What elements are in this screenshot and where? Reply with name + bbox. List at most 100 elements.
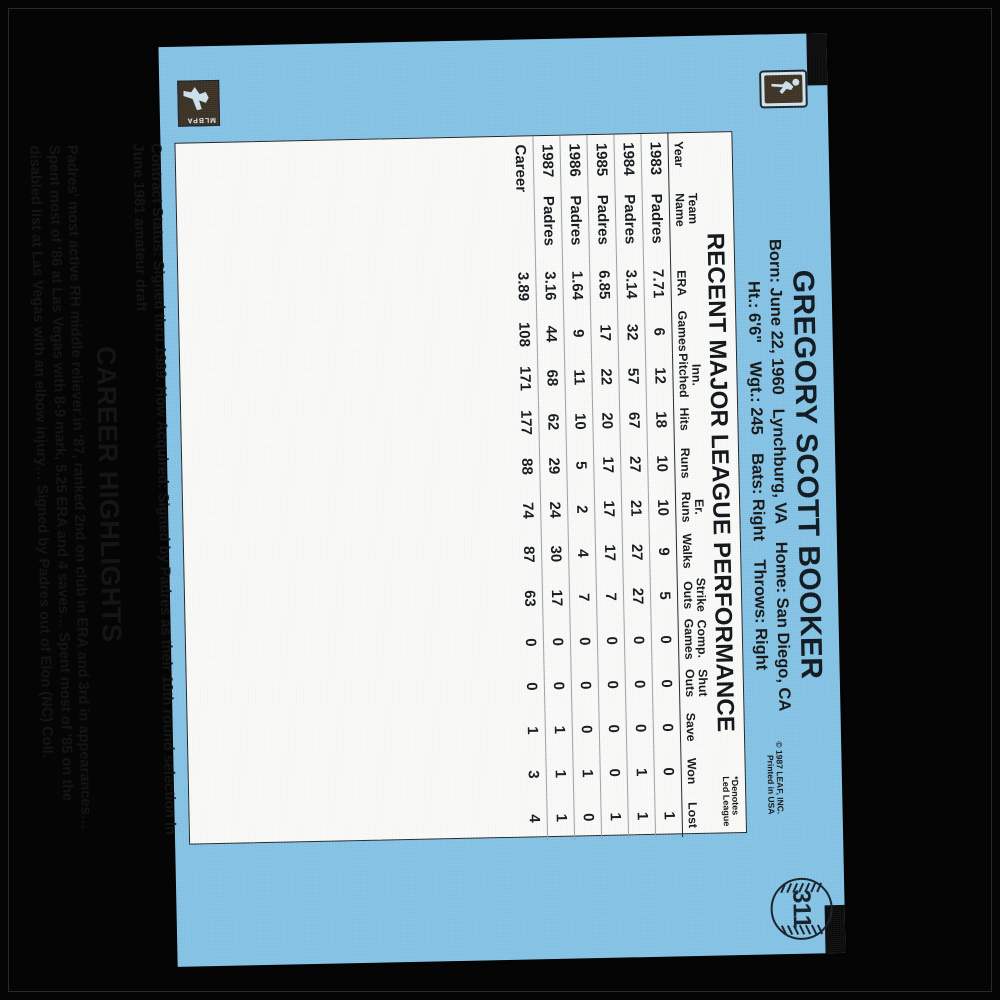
cell-walks: 87 — [515, 532, 543, 577]
card-content-rotated: 311 GREGORY SCOTT BOOKER Born: June 22, … — [27, 33, 845, 967]
cell-strikeouts: 7 — [569, 575, 598, 620]
cell-hits: 10 — [565, 399, 594, 444]
baseball-seam-left — [780, 882, 823, 894]
scan-border — [8, 8, 992, 992]
cell-era: 6.85 — [589, 258, 618, 312]
cell-walks: 27 — [622, 529, 651, 575]
cell-earned-runs: 10 — [648, 485, 677, 530]
cell-won: 0 — [600, 750, 629, 795]
cell-lost: 1 — [547, 795, 576, 841]
cell-complete-games: 0 — [597, 618, 626, 664]
col-head-lost: Lost — [682, 792, 713, 838]
cell-team: Padres — [561, 189, 590, 260]
cell-earned-runs: 17 — [594, 486, 623, 532]
col-head-complete-games-top: Comp. — [694, 619, 710, 659]
stats-panel: RECENT MAJOR LEAGUE PERFORMANCE *Denotes… — [174, 131, 748, 845]
cell-saves: 1 — [518, 708, 547, 753]
cell-games: 6 — [644, 309, 673, 354]
cell-complete-games: 0 — [624, 617, 653, 663]
cell-complete-games: 0 — [570, 619, 599, 664]
cell-walks: 30 — [541, 531, 570, 577]
col-head-strikeouts: Strike Outs — [677, 572, 709, 618]
col-head-era: ERA — [670, 256, 702, 310]
cell-earned-runs: 24 — [540, 487, 569, 533]
cell-innings: 171 — [511, 356, 539, 401]
col-head-earned-runs: Er. Runs — [675, 484, 707, 530]
cell-innings: 68 — [537, 355, 566, 401]
denotes-led-league-note: *Denotes Led League — [720, 776, 740, 826]
cell-runs: 10 — [647, 441, 676, 486]
card-header: GREGORY SCOTT BOOKER Born: June 22, 1960… — [740, 129, 828, 820]
col-head-won-bottom: Won — [684, 757, 700, 785]
cell-shutouts: 0 — [544, 663, 573, 709]
col-head-era-bottom: ERA — [674, 270, 689, 297]
cell-year: 1986 — [560, 135, 589, 190]
mlbpa-logo-icon: MLBPA — [177, 79, 221, 127]
cell-hits: 62 — [538, 399, 567, 445]
cell-complete-games: 0 — [516, 620, 545, 665]
col-head-strikeouts-top: Strike — [693, 577, 709, 613]
col-head-earned-runs-top: Er. — [692, 498, 707, 515]
cell-hits: 18 — [646, 397, 675, 442]
cell-won: 1 — [546, 751, 575, 797]
cell-lost: 1 — [628, 793, 657, 839]
cell-won: 1 — [627, 749, 656, 795]
col-head-year-bottom: Year — [671, 141, 687, 168]
col-head-complete-games: Comp. Games — [678, 616, 710, 662]
cell-lost: 1 — [655, 793, 684, 838]
cell-shutouts: 0 — [625, 661, 654, 707]
baseball-icon: 311 — [769, 877, 834, 941]
cell-lost: 4 — [520, 796, 549, 841]
col-head-shutouts: Shut Outs — [679, 660, 711, 706]
cell-hits: 67 — [619, 397, 648, 443]
cell-won: 0 — [654, 749, 683, 794]
cell-runs: 5 — [566, 443, 595, 488]
cell-strikeouts: 5 — [650, 573, 679, 618]
denotes-line-2: Led League — [720, 776, 732, 827]
cell-complete-games: 0 — [651, 617, 680, 662]
col-head-innings-bottom: Pitched — [676, 353, 692, 398]
cell-team: Padres — [534, 189, 563, 261]
cell-games: 32 — [617, 309, 646, 355]
col-head-shutouts-bottom: Outs — [682, 668, 698, 698]
cell-earned-runs: 2 — [567, 487, 596, 532]
copyright-notice: © 1987 LEAF, INC. Printed in USA — [764, 741, 786, 814]
cell-games: 44 — [537, 311, 565, 357]
col-head-runs-bottom: Runs — [678, 447, 693, 479]
cell-year: 1985 — [587, 134, 616, 190]
col-head-won: Won — [681, 748, 712, 794]
cell-hits: 20 — [592, 398, 621, 444]
cell-runs: 17 — [593, 442, 622, 488]
cell-runs: 88 — [513, 444, 541, 489]
col-head-games-bottom: Games — [675, 310, 691, 352]
col-head-saves-bottom: Save — [683, 712, 699, 742]
baseball-seam-right — [780, 924, 824, 936]
card-number: 311 — [787, 889, 817, 929]
cell-team — [507, 190, 536, 261]
cell-walks: 9 — [649, 529, 678, 574]
cell-runs: 27 — [620, 441, 649, 487]
col-head-strikeouts-bottom: Outs — [680, 580, 696, 610]
cell-games: 17 — [591, 310, 619, 356]
cell-lost: 1 — [601, 794, 630, 839]
cell-shutouts: 0 — [571, 663, 600, 708]
cell-team: Padres — [642, 187, 671, 258]
cell-era: 1.64 — [562, 259, 592, 312]
cell-era: 3.16 — [535, 259, 565, 313]
cell-lost: 0 — [574, 794, 603, 840]
col-head-innings: Inn. Pitched — [672, 352, 704, 398]
cell-games: 108 — [510, 312, 538, 357]
cell-era: 3.89 — [509, 260, 538, 313]
cell-strikeouts: 63 — [516, 576, 544, 621]
mlb-logo-icon — [759, 69, 808, 109]
col-head-shutouts-top: Shut — [695, 669, 711, 697]
col-head-team: Team Name — [669, 186, 700, 258]
cell-walks: 4 — [568, 531, 597, 576]
cell-saves: 1 — [545, 707, 574, 753]
col-head-walks: Walks — [676, 528, 707, 574]
cell-year: Career — [506, 136, 535, 192]
col-head-saves: Save — [680, 704, 711, 750]
cell-innings: 12 — [645, 353, 674, 398]
cell-year: 1987 — [533, 135, 562, 191]
